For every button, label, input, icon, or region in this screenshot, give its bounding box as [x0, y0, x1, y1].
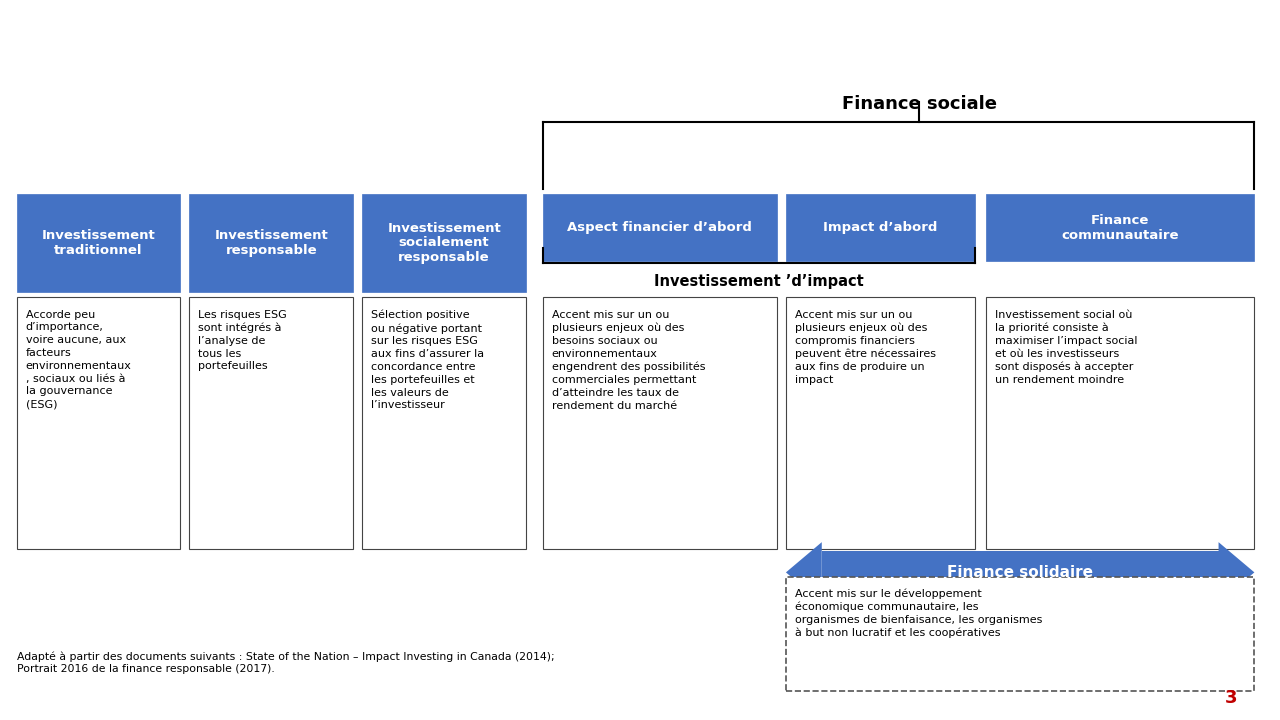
Text: Investissement
responsable: Investissement responsable: [215, 229, 328, 257]
Polygon shape: [1219, 542, 1254, 603]
FancyBboxPatch shape: [822, 551, 1219, 594]
Text: Accent mis sur le développement
économique communautaire, les
organismes de bien: Accent mis sur le développement économiq…: [795, 588, 1042, 639]
FancyBboxPatch shape: [17, 297, 180, 549]
Text: Accorde peu
d’importance,
voire aucune, aux
facteurs
environnementaux
, sociaux : Accorde peu d’importance, voire aucune, …: [26, 310, 132, 409]
Text: Adapté à partir des documents suivants : State of the Nation – Impact Investing : Adapté à partir des documents suivants :…: [17, 652, 554, 674]
Text: Finance sociale: Finance sociale: [841, 95, 997, 113]
Text: 3: 3: [1225, 690, 1238, 707]
Polygon shape: [786, 542, 822, 603]
FancyBboxPatch shape: [543, 194, 777, 261]
Text: Accent mis sur un ou
plusieurs enjeux où des
compromis financiers
peuvent être n: Accent mis sur un ou plusieurs enjeux où…: [795, 310, 936, 385]
FancyBboxPatch shape: [189, 194, 353, 292]
FancyBboxPatch shape: [786, 194, 975, 261]
Text: Aspect financier d’abord: Aspect financier d’abord: [567, 221, 753, 234]
Text: Les risques ESG
sont intégrés à
l’analyse de
tous les
portefeuilles: Les risques ESG sont intégrés à l’analys…: [198, 310, 287, 372]
Text: Investissement social où
la priorité consiste à
maximiser l’impact social
et où : Investissement social où la priorité con…: [995, 310, 1137, 385]
FancyBboxPatch shape: [17, 194, 180, 292]
Text: Investissement
socialement
responsable: Investissement socialement responsable: [388, 222, 500, 264]
Text: Investissement
traditionnel: Investissement traditionnel: [42, 229, 155, 257]
Text: Impact d’abord: Impact d’abord: [823, 221, 938, 234]
FancyBboxPatch shape: [986, 194, 1254, 261]
Text: Accent mis sur un ou
plusieurs enjeux où des
besoins sociaux ou
environnementaux: Accent mis sur un ou plusieurs enjeux où…: [552, 310, 705, 410]
FancyBboxPatch shape: [786, 297, 975, 549]
Text: Finance
communautaire: Finance communautaire: [1061, 214, 1179, 241]
FancyBboxPatch shape: [786, 577, 1254, 691]
FancyBboxPatch shape: [986, 297, 1254, 549]
FancyBboxPatch shape: [362, 194, 526, 292]
FancyBboxPatch shape: [189, 297, 353, 549]
FancyBboxPatch shape: [362, 297, 526, 549]
Text: Investissement ’d’impact: Investissement ’d’impact: [654, 274, 864, 289]
Text: Finance solidaire: Finance solidaire: [947, 565, 1093, 580]
Text: Sélection positive
ou négative portant
sur les risques ESG
aux fins d’assurer la: Sélection positive ou négative portant s…: [371, 310, 484, 410]
FancyBboxPatch shape: [543, 297, 777, 549]
